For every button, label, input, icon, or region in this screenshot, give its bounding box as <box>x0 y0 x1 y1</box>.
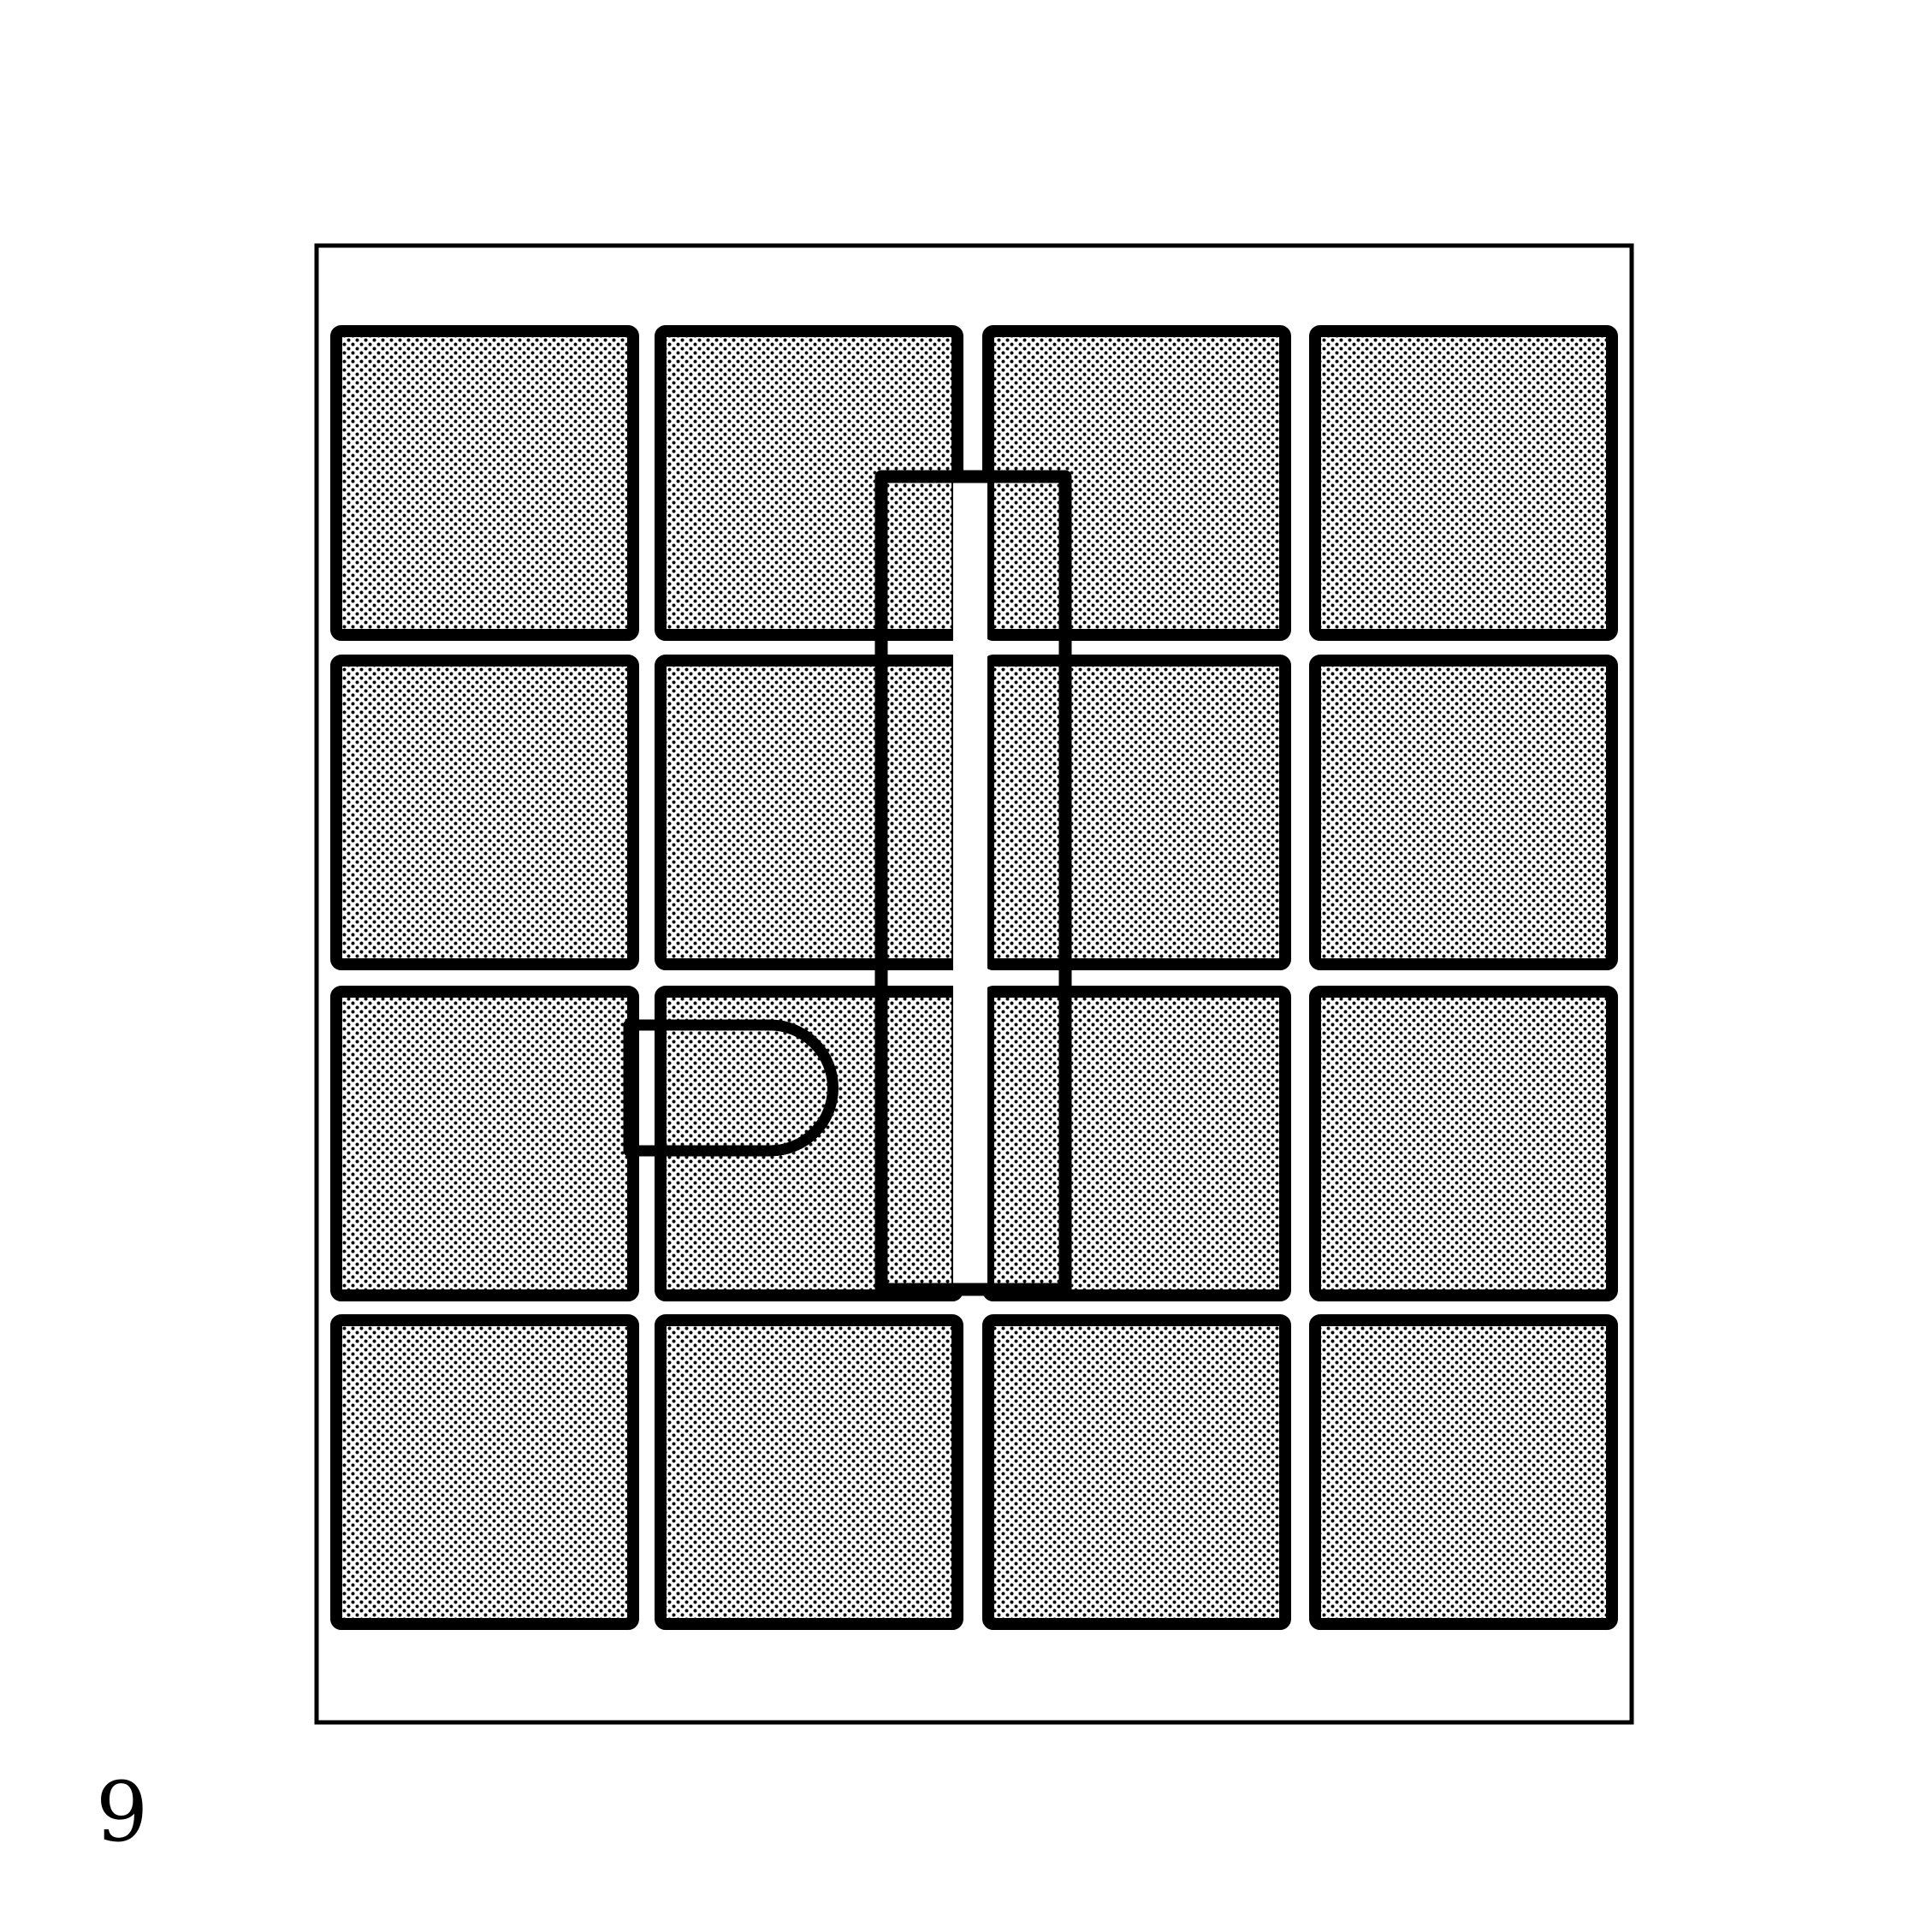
grid-tile-r2-c3 <box>982 655 1291 970</box>
grid-tile-r1-c4 <box>1309 325 1618 641</box>
grid-tile-r4-c3 <box>982 1314 1291 1630</box>
grid-tile-r2-c4 <box>1309 655 1618 970</box>
grid-tile-r1-c1 <box>330 325 639 641</box>
grid-tile-r2-c1 <box>330 655 639 970</box>
figure-number: 9 <box>96 1764 149 1860</box>
grid-tile-r3-c1 <box>330 986 639 1301</box>
grid-tile-r3-c4 <box>1309 986 1618 1301</box>
grid-tile-r4-c4 <box>1309 1314 1618 1630</box>
grid-tile-r4-c1 <box>330 1314 639 1630</box>
d-shape-outline <box>623 1019 839 1157</box>
grid-tile-r2-c2 <box>655 655 963 970</box>
tall-rectangle-outline <box>874 470 1072 1296</box>
grid-tile-r4-c2 <box>655 1314 963 1630</box>
center-gap-strip <box>953 483 987 1289</box>
grid-tile-r3-c3 <box>982 986 1291 1301</box>
